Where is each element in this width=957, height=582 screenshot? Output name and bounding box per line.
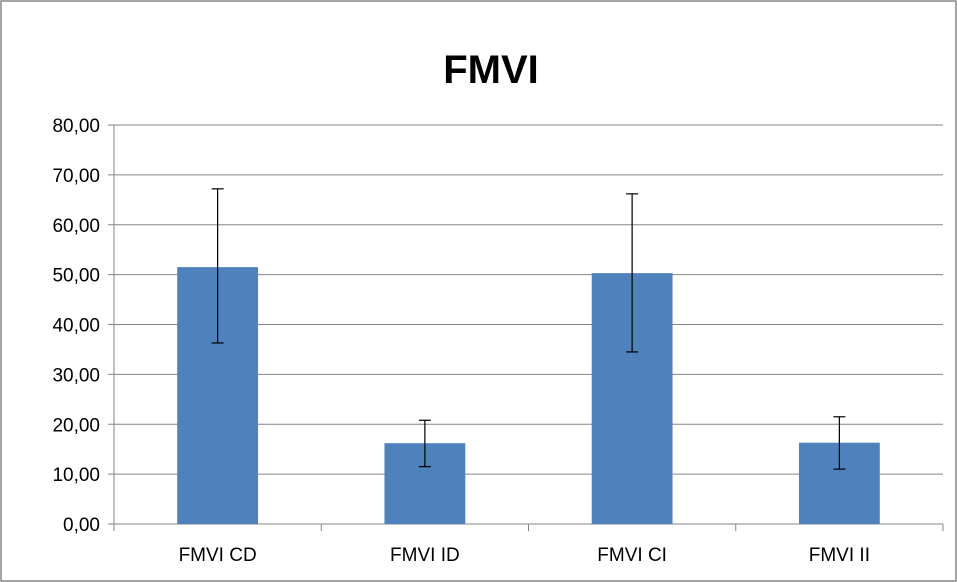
y-tick-label: 60,00 — [52, 216, 100, 237]
x-tick-label: FMVI II — [809, 545, 870, 566]
x-tick-label: FMVI ID — [390, 545, 460, 566]
plot-area: 0,00 10,00 20,00 30,00 40,00 50,00 60,00 70,00 8… — [52, 116, 944, 566]
y-tick-label: 0,00 — [63, 515, 100, 536]
y-tick-label: 70,00 — [52, 166, 100, 187]
chart-title: FMVI — [443, 48, 539, 92]
y-tick-label: 20,00 — [52, 415, 100, 436]
y-tick-label: 30,00 — [52, 365, 100, 386]
y-tick-label: 50,00 — [52, 266, 100, 287]
x-tick-label: FMVI CI — [597, 545, 667, 566]
x-tick-label: FMVI CD — [179, 545, 257, 566]
y-tick-label: 80,00 — [52, 116, 100, 137]
y-tick-label: 10,00 — [52, 465, 100, 486]
y-tick-label: 40,00 — [52, 316, 100, 337]
